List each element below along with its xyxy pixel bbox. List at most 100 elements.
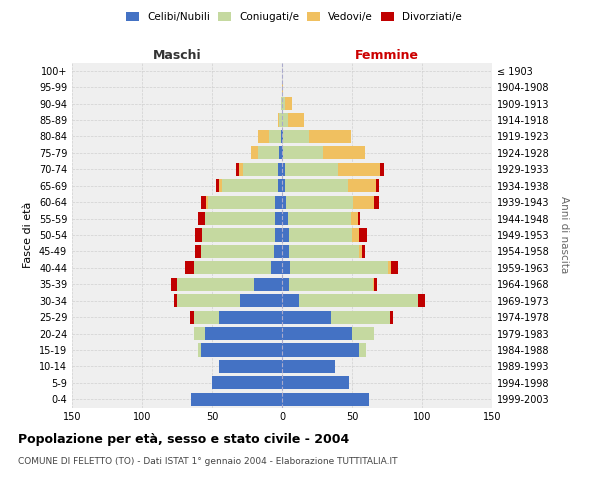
Bar xyxy=(239,162,243,176)
Bar xyxy=(258,130,269,143)
Bar xyxy=(338,162,380,176)
Bar xyxy=(299,294,418,308)
Bar xyxy=(289,228,352,241)
Bar xyxy=(240,294,282,308)
Bar xyxy=(359,344,366,356)
Bar xyxy=(201,344,282,356)
Bar xyxy=(282,294,299,308)
Bar xyxy=(219,310,282,324)
Y-axis label: Anni di nascita: Anni di nascita xyxy=(559,196,569,274)
Text: COMUNE DI FELETTO (TO) - Dati ISTAT 1° gennaio 2004 - Elaborazione TUTTITALIA.IT: COMUNE DI FELETTO (TO) - Dati ISTAT 1° g… xyxy=(18,458,398,466)
Bar xyxy=(258,146,279,160)
Bar xyxy=(194,327,205,340)
Bar xyxy=(254,278,282,291)
Bar xyxy=(290,262,388,274)
Bar xyxy=(388,262,391,274)
Bar xyxy=(282,278,289,291)
Bar xyxy=(206,196,208,208)
Bar xyxy=(358,212,361,225)
Bar xyxy=(348,179,376,192)
Bar xyxy=(282,262,290,274)
Bar xyxy=(352,327,374,340)
Bar xyxy=(279,146,282,160)
Bar xyxy=(236,162,239,176)
Bar xyxy=(282,344,359,356)
Bar xyxy=(287,212,350,225)
Bar xyxy=(282,245,289,258)
Bar xyxy=(282,360,335,373)
Text: Popolazione per età, sesso e stato civile - 2004: Popolazione per età, sesso e stato civil… xyxy=(18,432,349,446)
Bar xyxy=(281,130,282,143)
Bar xyxy=(283,146,323,160)
Bar xyxy=(285,162,338,176)
Bar xyxy=(278,114,279,126)
Bar xyxy=(278,162,282,176)
Bar xyxy=(283,130,308,143)
Bar xyxy=(362,245,365,258)
Bar xyxy=(251,146,258,160)
Legend: Celibi/Nubili, Coniugati/e, Vedovi/e, Divorziati/e: Celibi/Nubili, Coniugati/e, Vedovi/e, Di… xyxy=(122,8,466,26)
Bar xyxy=(219,179,222,192)
Bar xyxy=(282,392,369,406)
Bar xyxy=(177,294,240,308)
Bar xyxy=(350,212,358,225)
Bar xyxy=(374,278,377,291)
Bar xyxy=(352,228,359,241)
Bar xyxy=(374,196,379,208)
Bar xyxy=(172,278,177,291)
Bar xyxy=(208,196,275,208)
Bar xyxy=(282,376,349,390)
Bar xyxy=(205,327,282,340)
Bar xyxy=(287,114,304,126)
Bar xyxy=(194,310,219,324)
Bar xyxy=(282,228,289,241)
Bar xyxy=(376,179,379,192)
Bar xyxy=(289,245,359,258)
Bar xyxy=(285,97,292,110)
Bar xyxy=(201,196,206,208)
Bar xyxy=(177,278,254,291)
Bar xyxy=(243,162,278,176)
Bar xyxy=(331,310,390,324)
Bar xyxy=(195,245,201,258)
Bar xyxy=(282,327,352,340)
Bar xyxy=(198,212,205,225)
Bar xyxy=(282,146,283,160)
Bar xyxy=(282,114,287,126)
Bar xyxy=(282,80,283,94)
Text: Femmine: Femmine xyxy=(355,48,419,62)
Bar xyxy=(212,376,282,390)
Bar xyxy=(194,262,271,274)
Bar xyxy=(282,310,331,324)
Bar xyxy=(353,196,374,208)
Bar xyxy=(282,212,287,225)
Bar xyxy=(308,130,350,143)
Bar xyxy=(390,310,392,324)
Bar xyxy=(380,162,384,176)
Bar xyxy=(269,130,281,143)
Bar xyxy=(191,392,282,406)
Bar xyxy=(195,228,202,241)
Y-axis label: Fasce di età: Fasce di età xyxy=(23,202,33,268)
Bar xyxy=(282,130,283,143)
Bar xyxy=(278,179,282,192)
Text: Maschi: Maschi xyxy=(152,48,202,62)
Bar xyxy=(275,228,282,241)
Bar xyxy=(359,228,367,241)
Bar xyxy=(190,310,194,324)
Bar xyxy=(201,245,274,258)
Bar xyxy=(222,179,278,192)
Bar xyxy=(281,97,282,110)
Bar xyxy=(282,179,285,192)
Bar xyxy=(285,179,348,192)
Bar xyxy=(286,196,353,208)
Bar xyxy=(219,360,282,373)
Bar xyxy=(174,294,177,308)
Bar xyxy=(359,245,362,258)
Bar xyxy=(275,196,282,208)
Bar xyxy=(282,162,285,176)
Bar xyxy=(198,344,201,356)
Bar xyxy=(391,262,398,274)
Bar xyxy=(279,114,282,126)
Bar xyxy=(185,262,194,274)
